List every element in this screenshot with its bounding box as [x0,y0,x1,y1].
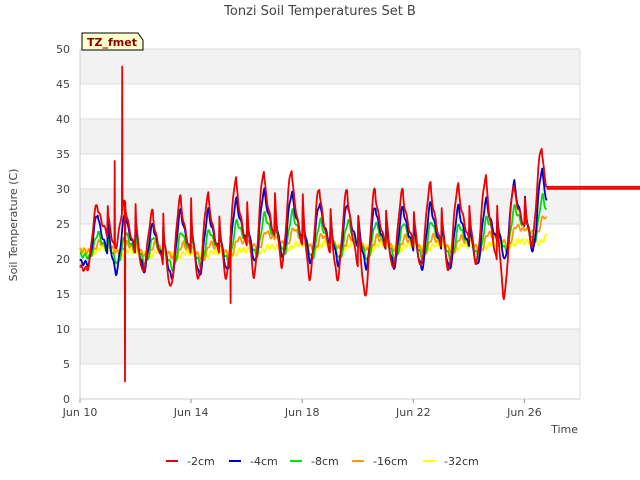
badge-box [81,32,144,51]
legend-item: -8cm [290,455,339,468]
legend-item: -4cm [229,455,278,468]
station-badge: TZ_fmet [81,32,144,51]
legend-label: -16cm [373,455,408,468]
x-tick-label: Jun 10 [62,406,98,419]
legend-label: -32cm [444,455,479,468]
x-axis-label: Time [550,423,578,436]
legend-label: -8cm [311,455,339,468]
x-tick-label: Jun 18 [284,406,320,419]
y-tick-label: 15 [56,288,70,301]
legend-item: -2cm [166,455,215,468]
y-tick-label: 5 [63,358,70,371]
x-tick-label: Jun 22 [395,406,431,419]
chart-title: Tonzi Soil Temperatures Set B [223,4,416,19]
grid-band [80,329,580,364]
y-axis-label: Soil Temperature (C) [7,169,20,282]
legend-label: -4cm [250,455,278,468]
x-tick-label: Jun 26 [506,406,542,419]
series-lines [79,65,640,383]
y-tick-label: 25 [56,218,70,231]
y-tick-label: 35 [56,148,70,161]
x-tick-label: Jun 14 [173,406,209,419]
y-tick-label: 45 [56,78,70,91]
y-tick-label: 30 [56,183,70,196]
y-tick-label: 40 [56,113,70,126]
legend-item: -32cm [423,455,479,468]
y-tick-label: 0 [63,393,70,406]
grid-band [80,49,580,84]
legend-item: -16cm [352,455,408,468]
series-line-neg2cm [79,65,640,383]
grid-band [80,119,580,154]
x-axis-ticks: Jun 10 Jun 14 Jun 18 Jun 22 Jun 26 [62,399,542,419]
y-axis-ticks: 0 5 10 15 20 25 30 35 40 45 50 [56,43,70,406]
y-tick-label: 10 [56,323,70,336]
y-tick-label: 20 [56,253,70,266]
y-tick-label: 50 [56,43,70,56]
legend-label: -2cm [187,455,215,468]
legend: -2cm -4cm -8cm -16cm -32cm [166,455,479,468]
badge-label: TZ_fmet [87,36,137,49]
